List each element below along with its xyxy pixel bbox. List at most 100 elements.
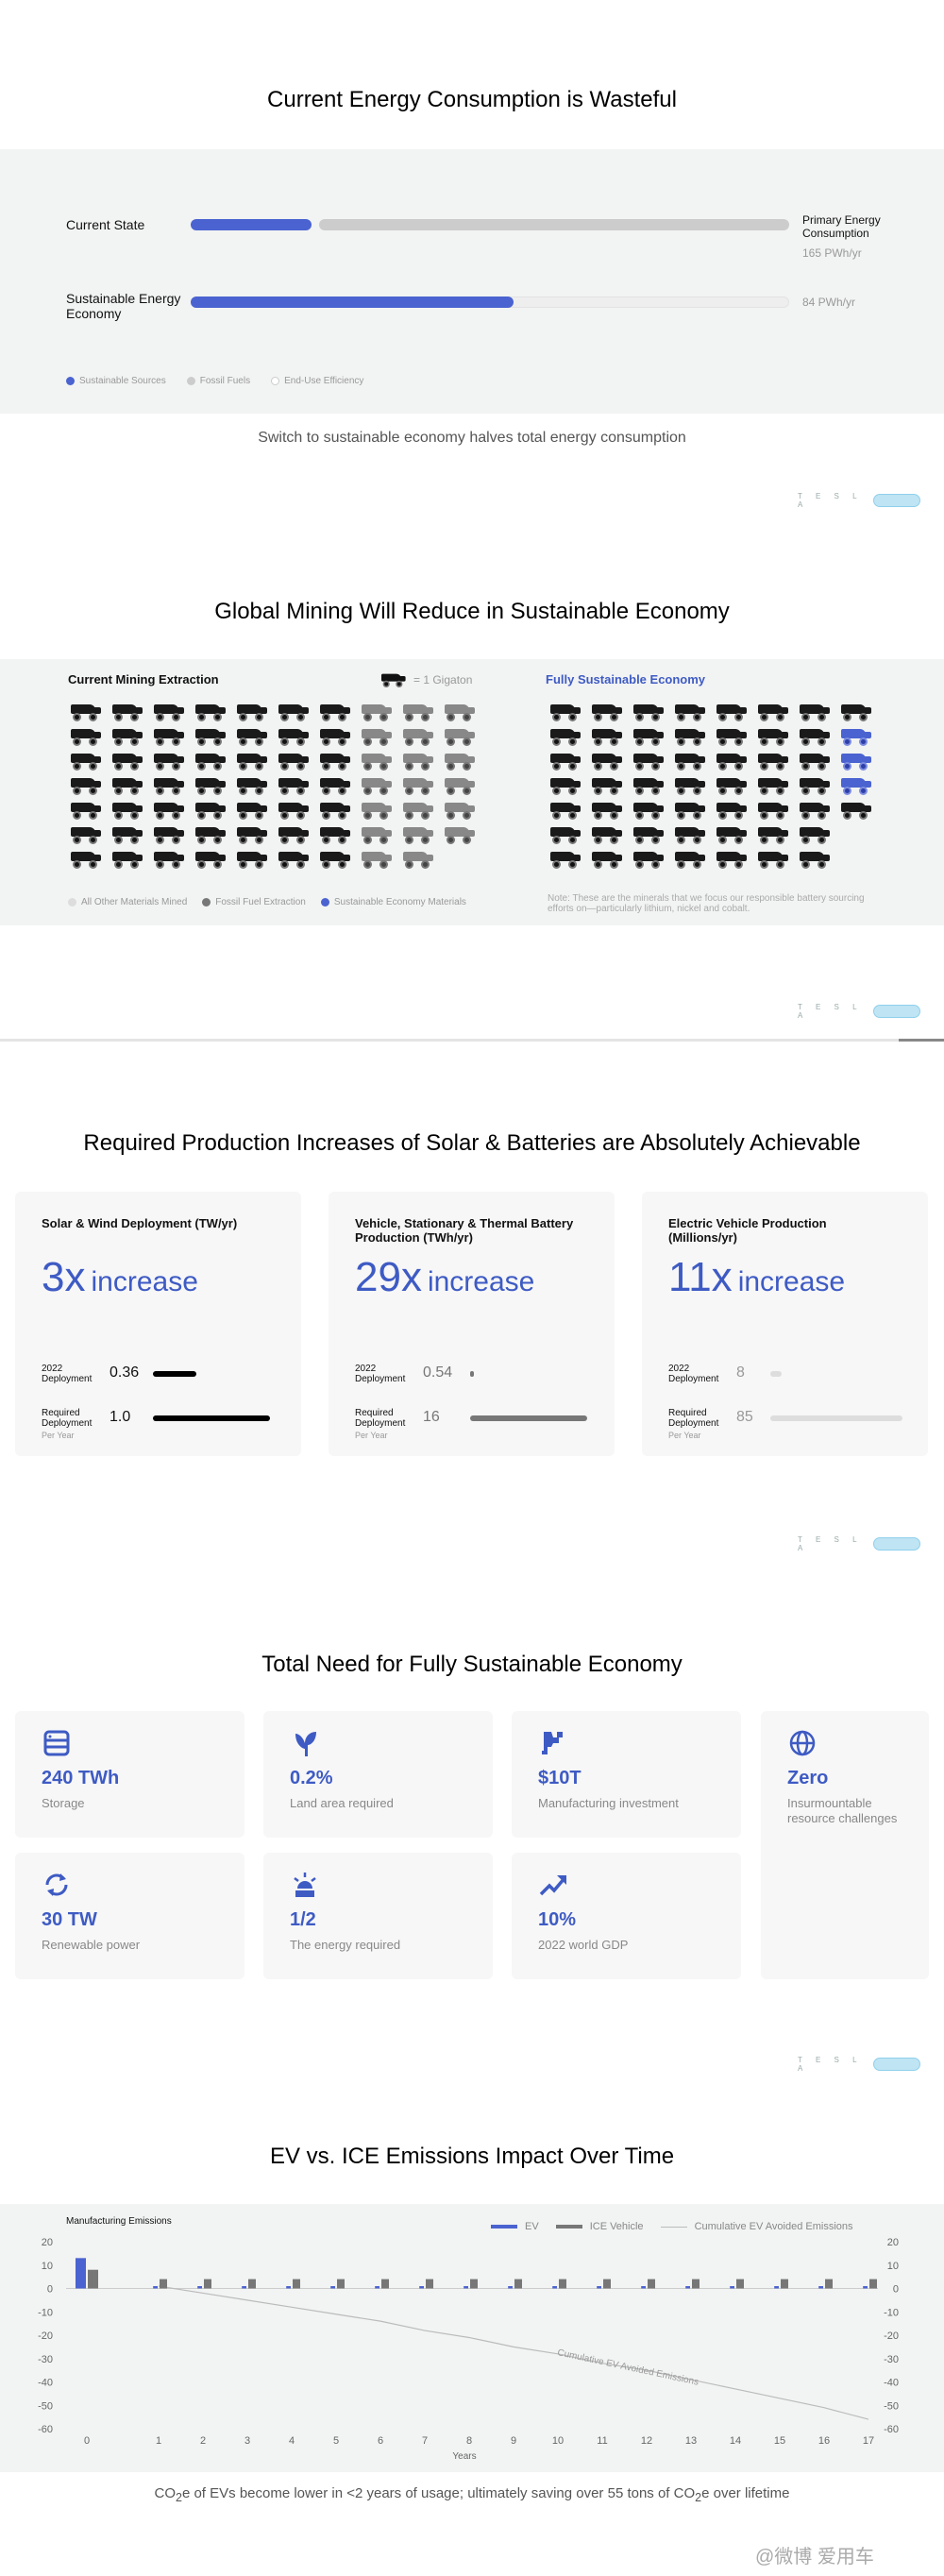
ev-bar <box>153 2286 158 2289</box>
truck-icon-other <box>151 703 185 721</box>
truck-icon-other <box>589 727 623 746</box>
energy-panel: Current State Primary Energy Consumption… <box>0 149 944 414</box>
truck-icon-other <box>797 850 831 869</box>
truck-icon-other <box>151 727 185 746</box>
required-value: 16 <box>423 1409 440 1425</box>
truck-icon-fossil <box>359 825 393 844</box>
ev-bar <box>330 2286 335 2289</box>
truck-icon-other <box>797 801 831 820</box>
deploy-bar <box>470 1371 474 1377</box>
legend-efficiency: End-Use Efficiency <box>271 376 363 386</box>
emissions-caption: CO2e of EVs become lower in <2 years of … <box>0 2485 944 2504</box>
factory-icon <box>542 1732 563 1754</box>
truck-icon-sustainable <box>838 727 872 746</box>
card-gdp: 10% 2022 world GDP <box>512 1853 741 1979</box>
truck-icon-other <box>589 776 623 795</box>
mining-panel: Current Mining Extraction = 1 Gigaton Fu… <box>0 659 944 925</box>
sustainable-energy-value: 84 PWh/yr <box>802 296 856 309</box>
y-tick-right: 0 <box>893 2284 899 2296</box>
y-tick-left: -60 <box>38 2424 53 2435</box>
current-mining-title: Current Mining Extraction <box>68 672 219 686</box>
truck-icon-other <box>193 825 227 844</box>
deploy-bar <box>770 1371 782 1377</box>
truck-icon-fossil <box>359 801 393 820</box>
legend-sustainable-materials: Sustainable Economy Materials <box>320 897 466 907</box>
deploy-label: 2022 Deployment <box>355 1364 406 1384</box>
watermark: @微博 爱用车 <box>755 2547 874 2568</box>
ice-bar <box>426 2279 433 2289</box>
truck-icon-other <box>68 727 102 746</box>
truck-icon-other <box>755 752 789 771</box>
legend-sustainable: Sustainable Sources <box>66 376 166 386</box>
required-label: Required Deployment <box>42 1408 93 1429</box>
truck-icon-other <box>110 776 143 795</box>
truck-icon-other <box>631 850 665 869</box>
tesla-wordmark: T E S L A <box>798 1003 863 1020</box>
deploy-label: 2022 Deployment <box>42 1364 93 1384</box>
truck-icon-other <box>151 776 185 795</box>
deploy-value: 0.36 <box>110 1364 140 1381</box>
legend-other-materials: All Other Materials Mined <box>68 897 187 907</box>
x-tick: 16 <box>818 2435 830 2447</box>
legend-dot-gray <box>186 377 195 385</box>
legend-ev: EV <box>491 2221 539 2232</box>
truck-icon-fossil <box>359 850 393 869</box>
truck-icon-fossil <box>442 752 476 771</box>
slide-title-total-need: Total Need for Fully Sustainable Economy <box>261 1652 683 1677</box>
card-title: Vehicle, Stationary & Thermal Battery Pr… <box>355 1216 574 1245</box>
ev-bar <box>863 2286 868 2289</box>
truck-icon-other <box>234 850 268 869</box>
ev-bar <box>552 2286 557 2289</box>
truck-icon-other <box>110 727 143 746</box>
truck-icon-fossil <box>442 703 476 721</box>
ice-bar <box>559 2279 566 2289</box>
chart-subtitle: Manufacturing Emissions <box>66 2216 172 2227</box>
truck-icon-other <box>317 727 351 746</box>
truck-icon-fossil <box>400 801 434 820</box>
caption-subscript: 2 <box>695 2491 702 2504</box>
y-tick-left: -20 <box>38 2330 53 2342</box>
server-icon <box>43 1730 70 1756</box>
stat-label: 2022 world GDP <box>538 1938 629 1952</box>
y-tick-left: -10 <box>38 2307 53 2318</box>
tesla-logo: T E S L A <box>798 492 920 509</box>
stat-value: 1/2 <box>290 1909 316 1930</box>
refresh-icon <box>45 1873 68 1896</box>
card-land: 0.2% Land area required <box>263 1711 493 1838</box>
tesla-wordmark: T E S L A <box>798 492 863 509</box>
card-storage: 240 TWh Storage <box>15 1711 244 1838</box>
truck-icon-fossil <box>359 727 393 746</box>
slide-divider <box>0 1039 944 1042</box>
ev-bar <box>242 2286 246 2289</box>
truck-key-icon <box>379 672 407 687</box>
gigaton-key: = 1 Gigaton <box>376 670 472 689</box>
primary-energy-label: Primary Energy Consumption <box>802 213 881 240</box>
truck-icon-other <box>548 727 582 746</box>
required-bar <box>470 1415 587 1421</box>
truck-icon-sustainable <box>838 776 872 795</box>
y-tick-right: 10 <box>887 2261 899 2272</box>
ice-bar <box>88 2269 98 2289</box>
ice-bar <box>293 2279 300 2289</box>
stat-value: $10T <box>538 1768 582 1788</box>
stat-label: Insurmountable resource challenges <box>787 1796 898 1825</box>
truck-icon-other <box>838 801 872 820</box>
truck-icon-other <box>234 776 268 795</box>
truck-icon-other <box>714 801 748 820</box>
increase-factor: 11x <box>668 1254 733 1300</box>
legend-fossil: Fossil Fuels <box>186 376 251 386</box>
increase-word: increase <box>91 1266 198 1297</box>
truck-icon-other <box>317 703 351 721</box>
truck-icon-fossil <box>400 825 434 844</box>
truck-icon-other <box>797 703 831 721</box>
truck-icon-other <box>193 752 227 771</box>
ev-bar <box>76 2258 86 2289</box>
truck-icon-other <box>234 727 268 746</box>
y-tick-left: 10 <box>42 2261 53 2272</box>
truck-icon-other <box>110 825 143 844</box>
truck-icon-other <box>755 776 789 795</box>
ev-bar <box>508 2286 513 2289</box>
legend-text: Fossil Fuels <box>199 376 251 386</box>
stat-value: 30 TW <box>42 1909 97 1930</box>
